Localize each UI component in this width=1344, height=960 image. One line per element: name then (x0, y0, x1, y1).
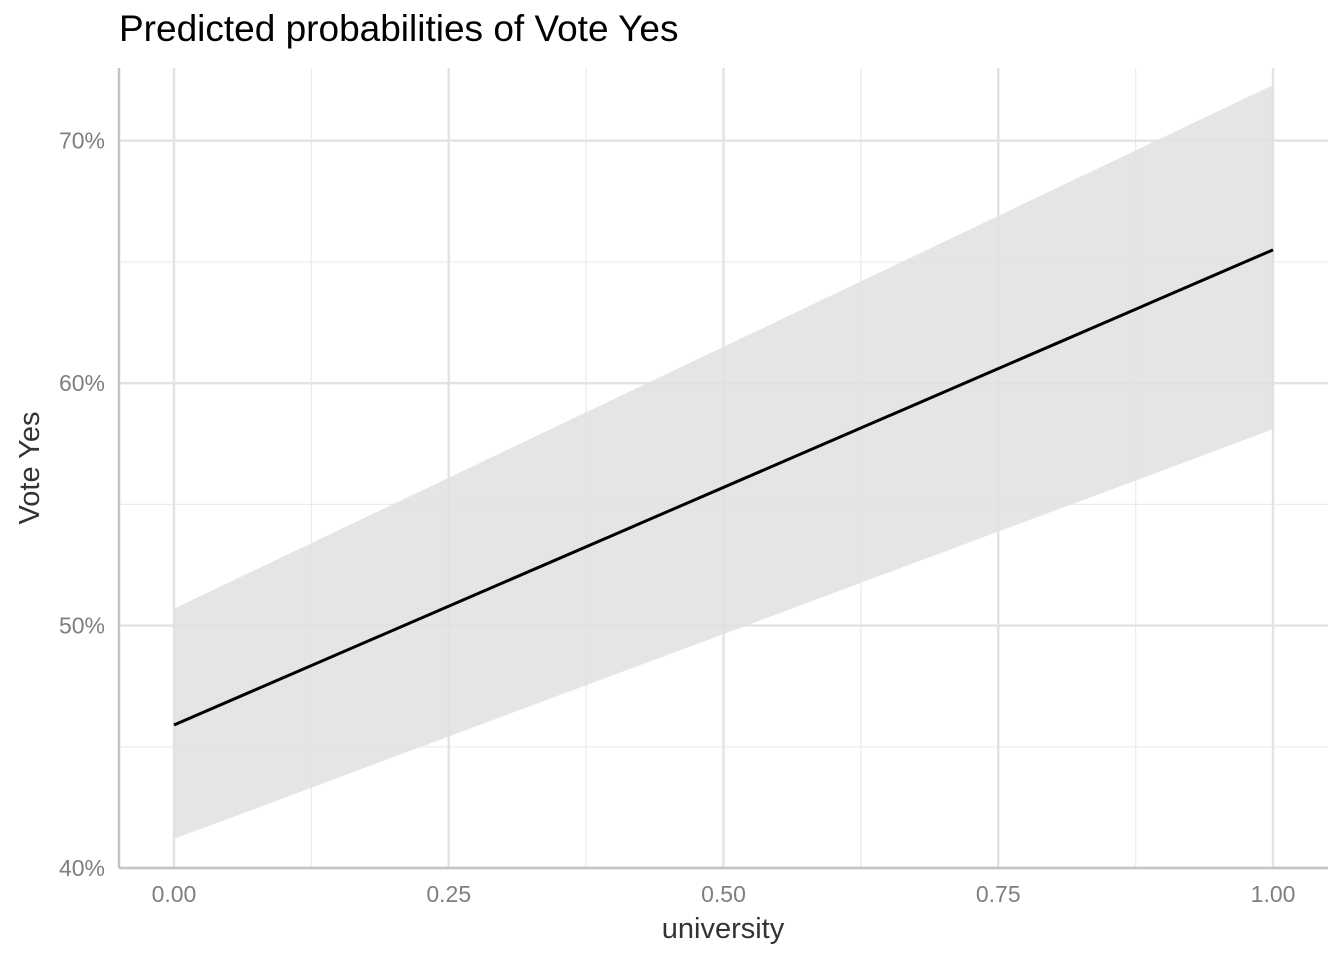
y-tick-label: 50% (59, 613, 105, 639)
confidence-band-layer (173, 84, 1274, 839)
prediction-line-layer (173, 248, 1274, 727)
y-tick-label: 60% (59, 370, 105, 396)
confidence-band (173, 84, 1274, 839)
y-tick-labels: 40% 50% 60% 70% (59, 128, 105, 881)
axis-lines (117, 68, 1328, 870)
x-tick-label: 0.25 (426, 881, 471, 907)
x-tick-labels: 0.00 0.25 0.50 0.75 1.00 (152, 881, 1296, 907)
y-axis-title: Vote Yes (14, 412, 46, 525)
x-tick-label: 0.00 (152, 881, 197, 907)
x-axis-title: university (662, 913, 785, 945)
chart-title: Predicted probabilities of Vote Yes (119, 8, 679, 49)
x-tick-label: 0.50 (701, 881, 746, 907)
prediction-line (173, 248, 1274, 727)
x-tick-label: 1.00 (1251, 881, 1296, 907)
y-tick-label: 70% (59, 128, 105, 154)
x-tick-label: 0.75 (976, 881, 1021, 907)
y-tick-label: 40% (59, 855, 105, 881)
